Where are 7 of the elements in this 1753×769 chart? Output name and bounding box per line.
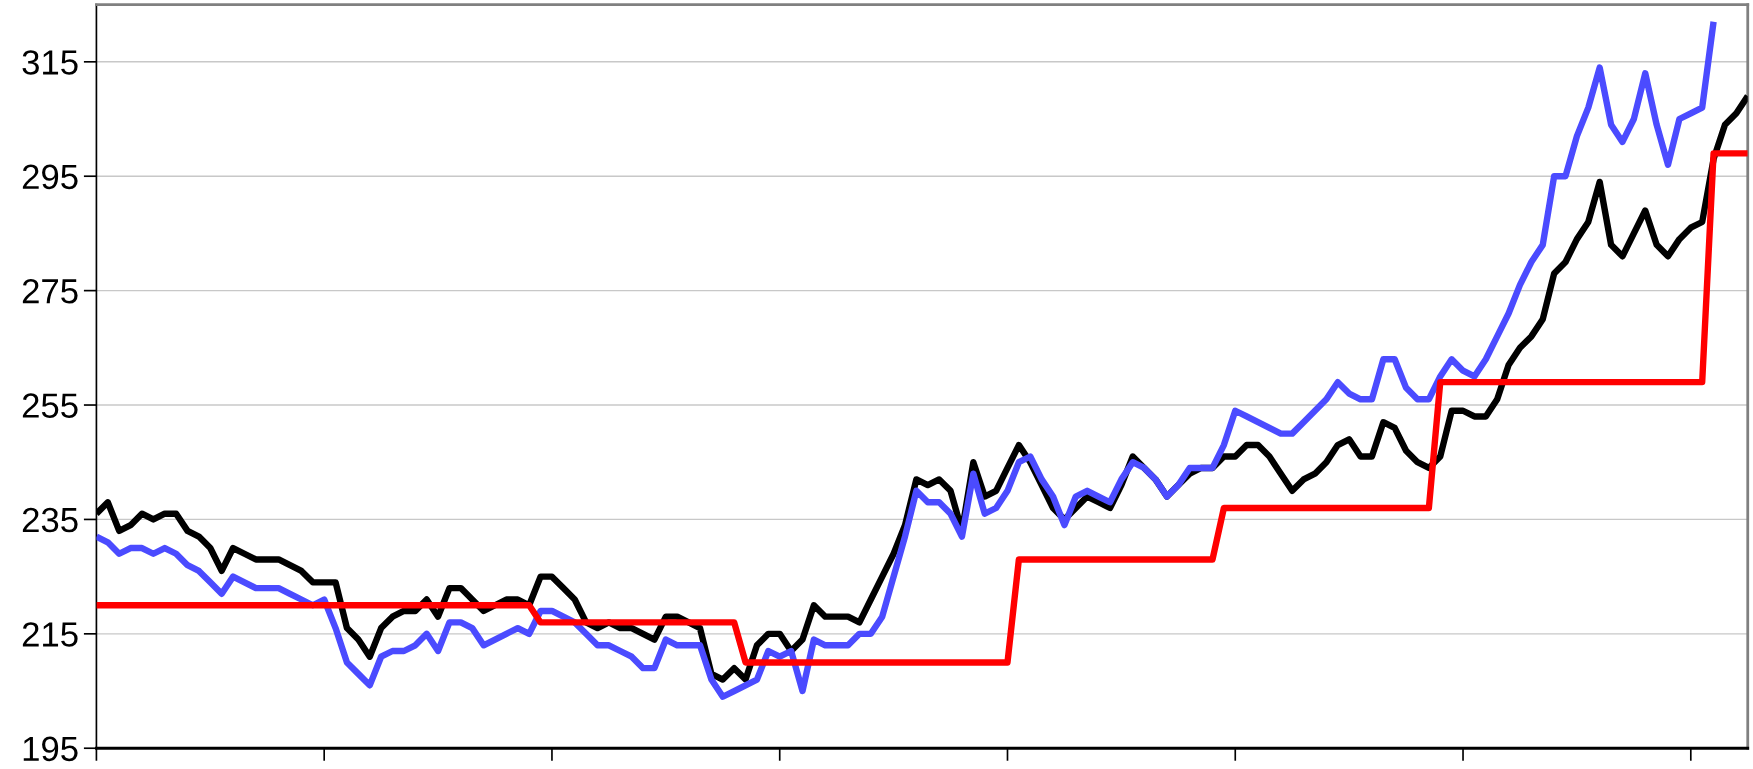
y-tick-label: 275: [22, 278, 78, 304]
y-tick-label: 295: [22, 164, 78, 190]
y-tick-label: 215: [22, 622, 78, 647]
y-tick-label: 235: [22, 507, 78, 533]
y-tick-label: 315: [22, 50, 78, 75]
y-tick-label: 195: [23, 736, 78, 762]
y-tick-label: 255: [22, 393, 78, 418]
